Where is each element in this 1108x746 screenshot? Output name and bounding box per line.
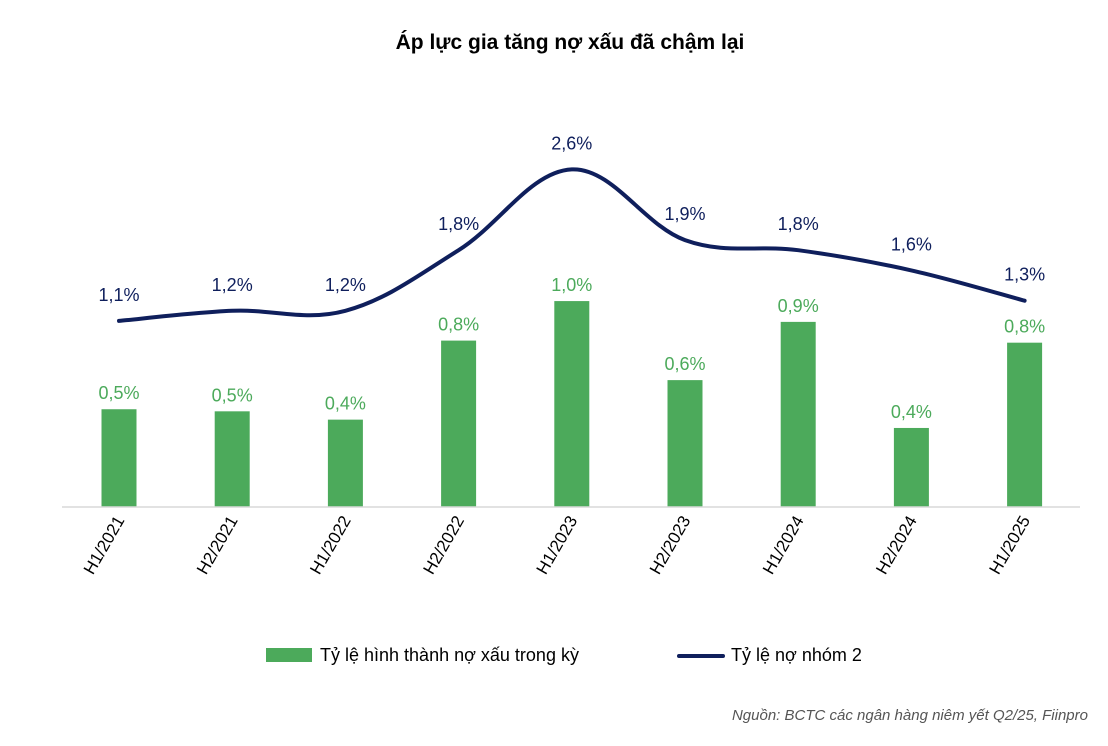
line-data-labels: 1,1% 1,2% 1,2% 1,8% 2,6% 1,9% 1,8% 1,6% 1,3% <box>98 133 1045 305</box>
x-axis-tick-labels: H1/2021 H2/2021 H1/2022 H2/2022 H1/2023 H2/20… <box>80 513 1034 578</box>
bar-label-H1/2023: 1,0% <box>551 275 592 295</box>
legend-line-label: Tỷ lệ nợ nhóm 2 <box>731 645 862 665</box>
bar-series <box>101 301 1043 507</box>
x-tick-H1/2024: H1/2024 <box>759 513 808 578</box>
chart-title: Áp lực gia tăng nợ xấu đã chậm lại <box>396 31 745 54</box>
x-tick-H2/2021: H2/2021 <box>193 513 242 578</box>
bar-H2/2024 <box>893 427 929 507</box>
x-tick-H2/2022: H2/2022 <box>419 513 468 578</box>
legend-bar-swatch <box>266 648 312 662</box>
x-tick-H1/2025: H1/2025 <box>985 513 1034 578</box>
line-label-H1/2022: 1,2% <box>325 275 366 295</box>
line-label-H2/2022: 1,8% <box>438 214 479 234</box>
line-series <box>117 167 1027 323</box>
bar-H2/2021 <box>214 411 250 507</box>
bar-label-H2/2023: 0,6% <box>664 354 705 374</box>
line-label-H2/2024: 1,6% <box>891 234 932 254</box>
bar-label-H1/2022: 0,4% <box>325 394 366 414</box>
bar-label-H2/2021: 0,5% <box>212 385 253 405</box>
bar-H1/2025 <box>1007 342 1043 507</box>
x-tick-H1/2021: H1/2021 <box>80 513 129 578</box>
bar-label-H1/2024: 0,9% <box>778 296 819 316</box>
x-tick-H1/2023: H1/2023 <box>533 513 582 578</box>
source-note: Nguồn: BCTC các ngân hàng niêm yết Q2/25… <box>732 707 1088 724</box>
legend: Tỷ lệ hình thành nợ xấu trong kỳ Tỷ lệ n… <box>266 645 862 665</box>
bar-label-H2/2022: 0,8% <box>438 315 479 335</box>
bar-H2/2023 <box>667 380 703 507</box>
bar-label-H1/2021: 0,5% <box>98 383 139 403</box>
line-label-H2/2021: 1,2% <box>212 275 253 295</box>
bar-H1/2023 <box>554 301 590 507</box>
line-label-H1/2024: 1,8% <box>778 214 819 234</box>
bar-data-labels: 0,5% 0,5% 0,4% 0,8% 1,0% 0,6% 0,9% 0,4% 0,8% <box>98 275 1045 422</box>
bar-H1/2024 <box>780 321 816 507</box>
bar-label-H1/2025: 0,8% <box>1004 317 1045 337</box>
line-label-H1/2025: 1,3% <box>1004 265 1045 285</box>
x-tick-H2/2024: H2/2024 <box>872 513 921 578</box>
x-tick-H1/2022: H1/2022 <box>306 513 355 578</box>
line-label-H1/2023: 2,6% <box>551 133 592 153</box>
x-tick-H2/2023: H2/2023 <box>646 513 695 578</box>
bar-label-H2/2024: 0,4% <box>891 402 932 422</box>
line-label-H2/2023: 1,9% <box>664 204 705 224</box>
legend-bar-label: Tỷ lệ hình thành nợ xấu trong kỳ <box>320 645 579 665</box>
bar-H1/2021 <box>101 409 137 507</box>
bar-H1/2022 <box>327 419 363 507</box>
bar-H2/2022 <box>441 340 477 507</box>
line-label-H1/2021: 1,1% <box>98 285 139 305</box>
